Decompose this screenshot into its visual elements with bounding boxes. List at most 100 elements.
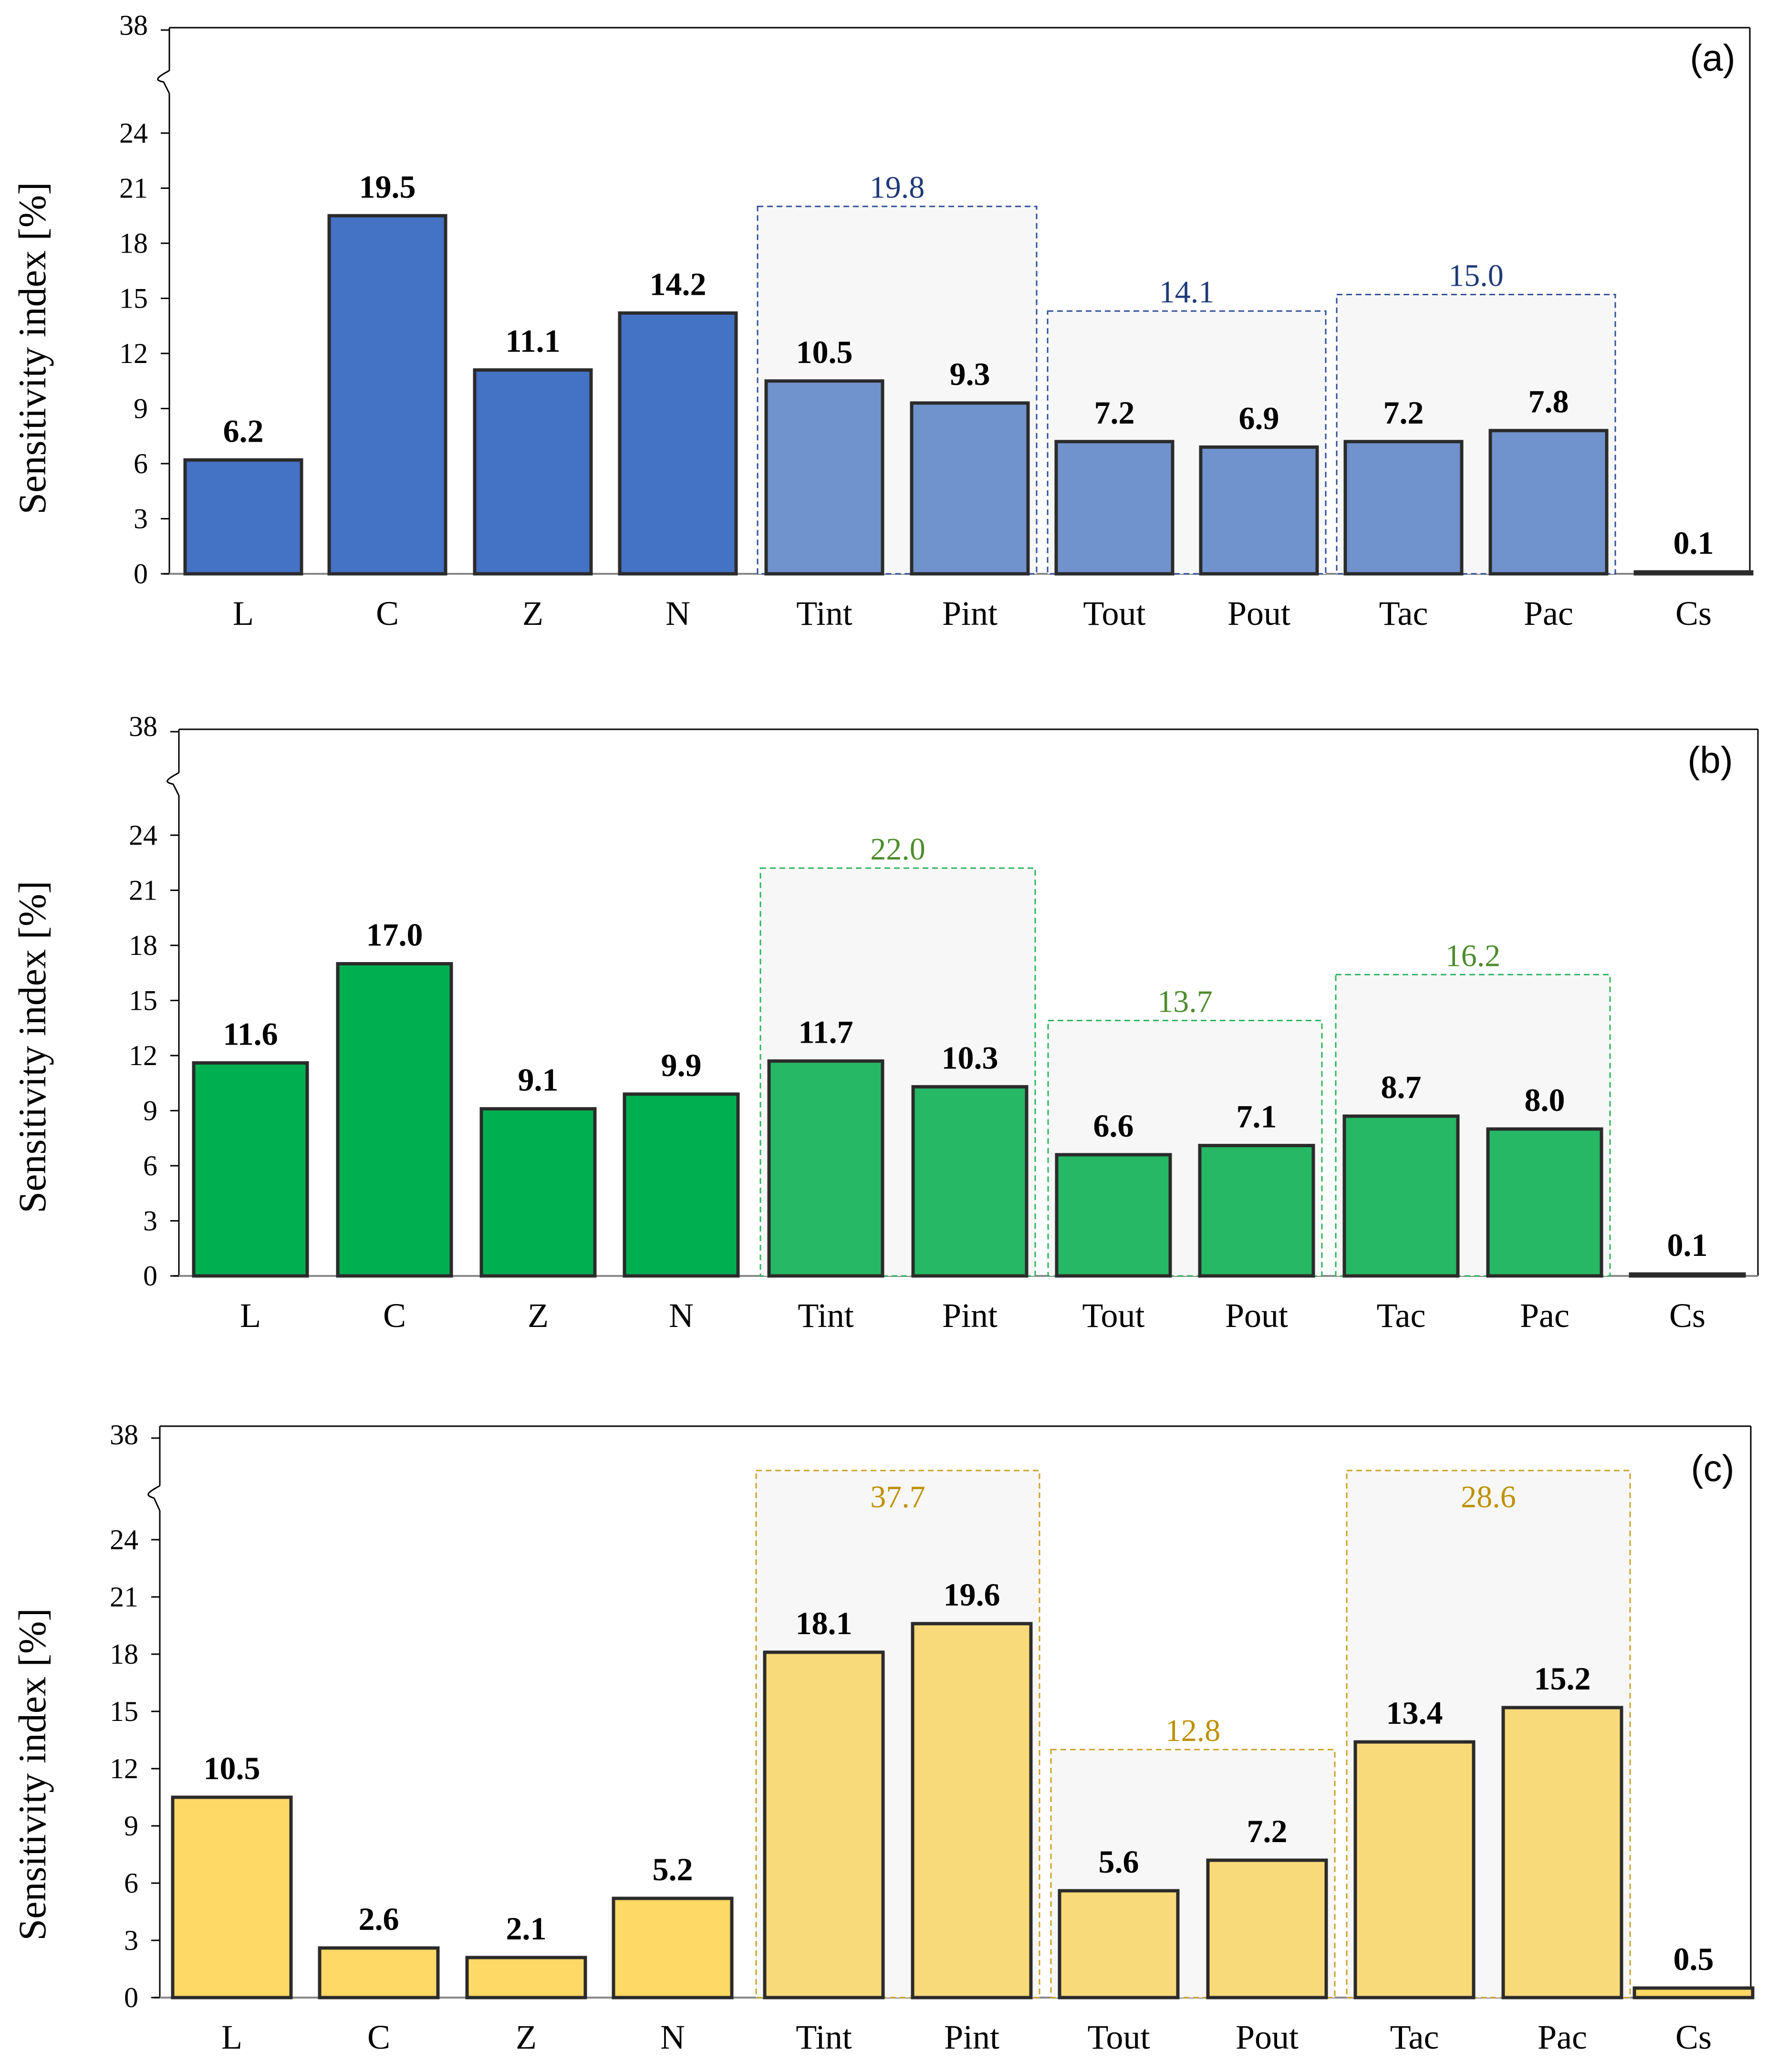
bar-value-label: 11.6	[223, 1015, 278, 1052]
bar	[1058, 1889, 1180, 1999]
panel-label: (c)	[1691, 1447, 1735, 1489]
bar	[623, 1092, 740, 1278]
x-tick-label: Cs	[1675, 594, 1712, 632]
bar	[1199, 445, 1319, 576]
y-tick-label: 0	[124, 1982, 138, 2013]
bar	[1342, 1114, 1460, 1278]
y-tick-label: 24	[119, 117, 148, 149]
x-tick-label: Tac	[1379, 594, 1428, 632]
x-tick-label: Pint	[944, 2018, 999, 2056]
bar-value-label: 19.5	[359, 168, 416, 205]
y-tick-label: 12	[119, 338, 148, 369]
group-total-label: 22.0	[870, 832, 925, 867]
x-tick-label: L	[233, 594, 254, 632]
bar	[763, 1650, 885, 1999]
bar-value-label: 7.8	[1528, 383, 1569, 420]
bar-value-label: 10.3	[942, 1039, 998, 1076]
group-total-label: 12.8	[1165, 1713, 1221, 1748]
panel-c: 0 3 6 9 12 15 18 21 24 38 Sensitivity index [%] (c)…	[10, 1419, 1755, 2056]
bar	[618, 311, 738, 576]
x-tick-label: Tint	[796, 594, 852, 632]
bar	[612, 1896, 734, 1999]
x-tick-label: Pint	[942, 594, 998, 632]
y-tick-label: 0	[143, 1260, 157, 1292]
bar	[318, 1946, 440, 1999]
y-tick-label: 12	[110, 1753, 138, 1784]
x-tick-label: Pout	[1236, 2018, 1299, 2056]
group-total-label: 15.0	[1448, 259, 1504, 293]
bar	[1632, 1986, 1755, 1999]
x-tick-label: C	[383, 1296, 406, 1335]
bar	[1343, 440, 1464, 576]
bar-value-label: 2.6	[359, 1901, 399, 1937]
x-tick-label: Tint	[796, 2018, 852, 2056]
panel-a: 0 3 6 9 12 15 18 21 24 38 Sensitivity index [%] (a)…	[10, 10, 1754, 632]
bar	[1501, 1706, 1623, 1999]
bar	[336, 962, 453, 1278]
bar-value-label: 5.2	[653, 1851, 693, 1887]
panel-label: (a)	[1690, 37, 1735, 79]
bar	[911, 1622, 1033, 1999]
bar-value-label: 15.2	[1534, 1660, 1591, 1697]
bar	[465, 1956, 587, 1999]
bar	[1486, 1127, 1603, 1278]
y-tick-label: 21	[129, 875, 157, 906]
x-tick-label: L	[240, 1296, 261, 1335]
x-tick-label: Tout	[1082, 1296, 1145, 1335]
bar-value-label: 2.1	[506, 1910, 547, 1947]
group-total-label: 37.7	[870, 1480, 925, 1514]
bar	[479, 1107, 597, 1278]
x-tick-label: Pac	[1520, 1296, 1570, 1335]
x-tick-label: Z	[522, 594, 543, 632]
bar-value-label: 7.2	[1094, 394, 1135, 431]
bar-value-label: 17.0	[366, 917, 423, 953]
axis-break-mark	[147, 1485, 161, 1511]
y-tick-label: 24	[129, 819, 157, 851]
group-total-label: 14.1	[1159, 275, 1215, 310]
axis-break-mark	[166, 772, 180, 796]
x-tick-label: Tac	[1390, 2018, 1439, 2056]
bar-value-label: 6.9	[1239, 400, 1279, 436]
bar	[171, 1795, 293, 1999]
bar-value-label: 19.6	[944, 1576, 1000, 1613]
y-tick-label: 0	[134, 558, 148, 590]
y-axis-label: Sensitivity index [%]	[10, 1608, 54, 1941]
y-tick-label: 15	[110, 1696, 138, 1727]
bar-value-label: 6.6	[1093, 1108, 1134, 1144]
bar-value-label: 13.4	[1386, 1695, 1443, 1731]
y-tick-label: 6	[124, 1867, 138, 1899]
y-tick-label: 15	[119, 283, 148, 314]
x-tick-label: Tout	[1088, 2018, 1150, 2056]
bar	[1633, 570, 1754, 576]
bar	[327, 214, 447, 576]
panel-b: 0 3 6 9 12 15 18 21 24 38 Sensitivity index [%] (b)…	[10, 711, 1759, 1335]
bar	[1055, 1153, 1172, 1278]
x-tick-label: N	[660, 2018, 685, 2056]
y-tick-label: 9	[124, 1810, 138, 1842]
bar	[764, 379, 884, 576]
y-tick-label: 9	[143, 1095, 157, 1127]
bar	[1206, 1858, 1328, 1999]
bar	[910, 401, 1030, 576]
bar	[1629, 1272, 1746, 1278]
bar	[192, 1061, 309, 1278]
y-tick-label: 24	[110, 1524, 138, 1555]
x-tick-label: C	[367, 2018, 390, 2056]
y-tick-label: 9	[134, 393, 148, 425]
x-tick-label: C	[376, 594, 399, 632]
bar-value-label: 6.2	[223, 413, 264, 449]
y-tick-label-break-top: 38	[110, 1419, 138, 1450]
bar	[1198, 1144, 1315, 1278]
bar-value-label: 8.7	[1381, 1069, 1422, 1105]
bar-value-label: 10.5	[204, 1750, 260, 1786]
x-tick-label: N	[669, 1296, 694, 1335]
x-tick-label: Pint	[942, 1296, 998, 1335]
group-total-label: 28.6	[1461, 1480, 1516, 1514]
y-axis-label: Sensitivity index [%]	[10, 182, 54, 515]
y-tick-label: 18	[129, 930, 157, 961]
bar	[1353, 1740, 1476, 1999]
bar-value-label: 5.6	[1099, 1844, 1139, 1880]
x-tick-label: Tout	[1083, 594, 1146, 632]
bar-value-label: 14.2	[650, 266, 707, 302]
